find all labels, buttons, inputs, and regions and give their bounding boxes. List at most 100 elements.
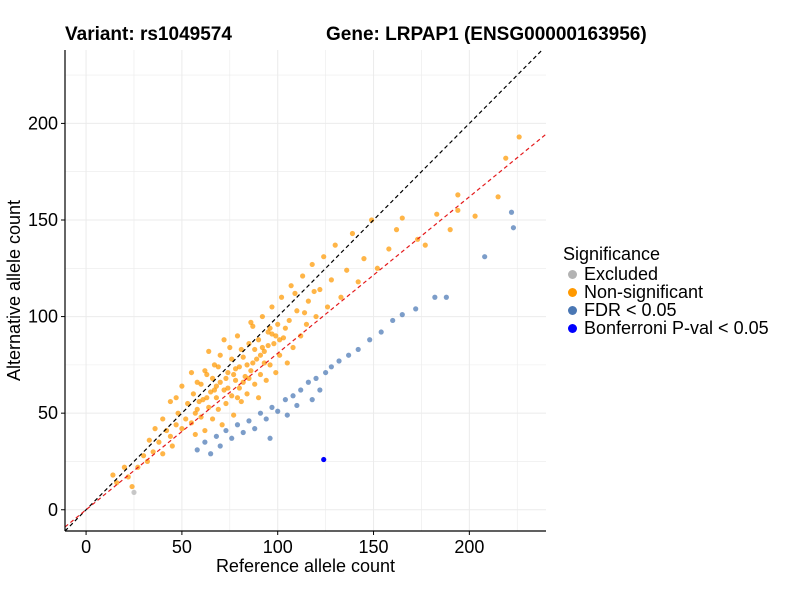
data-point <box>288 283 294 289</box>
data-point <box>273 333 279 339</box>
data-point <box>323 369 329 376</box>
data-point <box>114 480 120 486</box>
data-point <box>240 354 246 360</box>
data-point <box>298 387 304 393</box>
data-point <box>367 337 373 343</box>
data-point <box>393 227 400 233</box>
data-point <box>344 267 350 273</box>
data-point <box>231 371 237 378</box>
x-tick-label: 200 <box>454 537 484 557</box>
data-point <box>503 155 509 161</box>
legend-item: FDR < 0.05 <box>563 301 769 319</box>
data-point <box>324 304 331 310</box>
x-tick-label: 100 <box>263 537 293 557</box>
data-point <box>202 427 208 434</box>
data-point <box>282 325 288 331</box>
data-point <box>455 192 461 198</box>
data-point <box>271 341 277 347</box>
data-point <box>121 464 128 470</box>
reference-line-fit <box>65 133 546 528</box>
data-point <box>234 395 241 401</box>
y-tick-label: 200 <box>28 113 58 133</box>
data-point <box>204 371 210 378</box>
data-point <box>309 397 315 403</box>
data-point <box>192 431 198 438</box>
data-point <box>286 317 292 324</box>
data-point <box>208 389 214 395</box>
legend-label: Bonferroni P-val < 0.05 <box>584 318 769 338</box>
data-point <box>305 298 311 304</box>
data-point <box>146 437 152 443</box>
x-tick-label: 150 <box>359 537 389 557</box>
legend-label: FDR < 0.05 <box>584 300 677 320</box>
y-tick-label: 150 <box>28 210 58 230</box>
data-point <box>221 387 227 393</box>
data-point <box>246 375 252 381</box>
data-point <box>278 294 285 300</box>
data-point <box>386 246 392 252</box>
data-point <box>455 207 461 213</box>
data-point <box>277 352 283 358</box>
y-tick-label: 0 <box>48 500 58 520</box>
legend: Significance Excluded Non-significant FDR … <box>563 244 769 337</box>
data-point <box>238 398 244 405</box>
data-point <box>269 404 275 410</box>
data-point <box>277 337 283 343</box>
legend-title: Significance <box>563 244 661 264</box>
data-point <box>313 313 319 320</box>
legend-item: Bonferroni P-val < 0.05 <box>563 319 769 337</box>
data-point <box>194 379 200 385</box>
data-point <box>434 211 440 217</box>
data-point <box>273 369 279 376</box>
data-point <box>257 352 264 358</box>
data-point <box>292 290 298 296</box>
data-point <box>275 408 281 414</box>
data-point <box>221 337 227 343</box>
legend-dot-icon <box>568 305 577 315</box>
data-point <box>317 286 323 293</box>
data-point <box>179 383 185 389</box>
data-point <box>140 453 147 459</box>
data-point <box>374 265 380 271</box>
data-point <box>390 317 396 324</box>
data-point <box>204 395 210 401</box>
data-point <box>236 385 242 391</box>
data-point <box>232 366 239 372</box>
data-point <box>217 379 223 385</box>
data-point <box>355 346 361 353</box>
data-point <box>229 356 235 362</box>
data-point <box>244 391 250 397</box>
data-point <box>378 329 384 335</box>
data-point <box>217 443 223 449</box>
legend-item: Excluded <box>563 265 769 283</box>
data-point <box>257 371 264 378</box>
data-point <box>399 215 405 221</box>
legend-label: Excluded <box>584 264 659 284</box>
data-point <box>317 387 323 393</box>
data-point <box>265 342 271 349</box>
data-point <box>255 395 262 401</box>
data-point <box>328 364 334 370</box>
y-tick-label: 50 <box>38 403 58 423</box>
data-point <box>234 422 241 428</box>
data-point <box>265 329 271 335</box>
data-point <box>167 433 173 439</box>
data-point <box>208 451 214 457</box>
data-point <box>267 362 273 368</box>
legend-dot-icon <box>568 269 577 279</box>
data-point <box>252 346 258 353</box>
data-point <box>152 426 158 432</box>
data-point <box>346 352 352 358</box>
data-point <box>188 369 195 376</box>
data-point <box>290 393 296 399</box>
data-point <box>225 385 231 391</box>
x-axis-title: Reference allele count <box>216 556 395 576</box>
data-point <box>250 323 256 329</box>
x-tick-label: 0 <box>81 537 91 557</box>
data-point <box>443 294 449 300</box>
data-point <box>328 277 334 283</box>
data-point <box>219 422 225 428</box>
data-point <box>173 395 179 401</box>
data-point <box>267 325 273 331</box>
